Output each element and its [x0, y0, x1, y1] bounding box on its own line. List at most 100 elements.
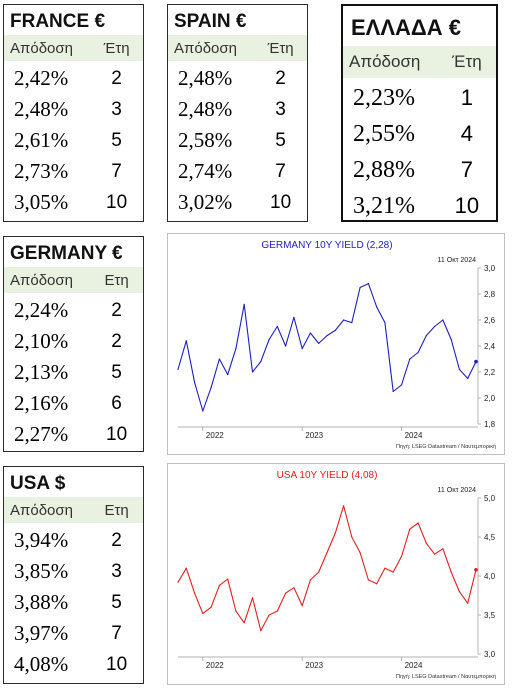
table-title: FRANCE €: [10, 11, 106, 32]
usa-yield-chart: USA 10Y YIELD (4,08) 11 Οκτ 2024 5,0 4,5 4,0…: [167, 463, 505, 685]
data-point: [202, 612, 204, 615]
header-yield: Απόδοση: [10, 39, 73, 57]
data-point: [384, 567, 386, 569]
chart-svg: USA 10Y YIELD (4,08) 11 Οκτ 2024 5,0 4,5 4,0…: [177, 470, 496, 680]
data-point: [392, 571, 394, 573]
x-tick-label: 2022: [206, 431, 224, 440]
data-point: [235, 348, 237, 350]
data-point: [210, 387, 212, 389]
header-yield: Απόδοση: [10, 501, 73, 519]
data-point: [376, 583, 378, 585]
data-point: [342, 319, 345, 321]
table-row: 2,24% 2: [4, 295, 143, 326]
header-years: Έτη: [452, 52, 482, 71]
maturity-years: 2: [275, 67, 286, 89]
data-point: [210, 606, 212, 608]
yield-value: 2,48%: [14, 97, 69, 121]
data-point: [301, 605, 303, 607]
data-point: [392, 390, 394, 393]
data-point: [185, 340, 187, 342]
data-point: [251, 597, 254, 599]
data-point: [417, 351, 419, 354]
maturity-years: 7: [111, 622, 122, 644]
table-row: 2,23% 1: [343, 80, 496, 116]
data-point: [235, 610, 237, 612]
x-tick-label: 2023: [305, 431, 323, 440]
yield-value: 3,94%: [14, 528, 69, 552]
x-tick-label: 2023: [305, 661, 323, 670]
yield-value: 2,23%: [353, 84, 415, 111]
data-point: [301, 348, 303, 350]
data-point: [177, 581, 179, 583]
data-point: [367, 579, 369, 581]
data-point: [218, 584, 220, 586]
data-point: [425, 335, 427, 337]
table-header: Απόδοση Ετη: [4, 267, 143, 293]
chart-title: GERMANY 10Y YIELD (2,28): [261, 240, 392, 251]
germany-yield-chart: GERMANY 10Y YIELD (2,28) 11 Οκτ 2024 3,0 2,…: [167, 233, 505, 455]
data-point: [467, 602, 469, 604]
maturity-years: 10: [270, 191, 292, 213]
data-point: [243, 303, 245, 305]
data-point: [334, 329, 336, 331]
header-years: Έτη: [103, 39, 130, 57]
table-row: 3,94% 2: [4, 525, 143, 556]
table-row: 3,05% 10: [4, 187, 143, 218]
chart-date-label: 11 Οκτ 2024: [438, 487, 477, 494]
y-tick-label: 2,2: [484, 368, 496, 377]
yield-value: 2,24%: [14, 298, 69, 322]
yield-value: 3,21%: [353, 192, 415, 219]
last-value-marker: [474, 567, 478, 572]
table-row: 4,08% 10: [4, 649, 143, 680]
maturity-years: 2: [111, 67, 122, 89]
usa-yield-table: USA $ Απόδοση Ετη 3,94% 2 3,85% 3 3,88% 5 3,97…: [3, 466, 144, 684]
chart-source: Πηγή: LSEG Datastream / Ναυτεμπορική: [396, 673, 496, 680]
table-row: 2,16% 6: [4, 388, 143, 419]
data-point: [218, 358, 220, 360]
data-point: [458, 591, 461, 593]
data-point: [467, 377, 469, 380]
header-years: Ετη: [104, 271, 129, 289]
chart-title: USA 10Y YIELD (4,08): [277, 470, 378, 481]
header-yield: Απόδοση: [174, 39, 237, 57]
maturity-years: 2: [111, 299, 122, 321]
table-header: Απόδοση Έτη: [343, 46, 496, 78]
yield-value: 2,73%: [14, 159, 69, 183]
table-header: Απόδοση Έτη: [4, 35, 143, 61]
yield-value: 3,88%: [14, 590, 69, 614]
data-point: [434, 325, 436, 328]
spain-yield-table: SPAIN € Απόδοση Έτη 2,48% 2 2,48% 3 2,58% 5 2,…: [167, 4, 308, 222]
maturity-years: 10: [106, 653, 128, 675]
table-row: 2,58% 5: [168, 125, 307, 156]
maturity-years: 5: [111, 591, 122, 613]
maturity-years: 2: [111, 529, 122, 551]
maturity-years: 10: [106, 423, 128, 445]
yield-value: 3,85%: [14, 559, 69, 583]
header-years: Ετη: [104, 501, 129, 519]
maturity-years: 10: [106, 191, 128, 213]
data-point: [400, 555, 403, 558]
data-point: [442, 548, 444, 550]
yield-value: 2,55%: [353, 120, 415, 147]
yield-value: 2,48%: [178, 66, 233, 90]
yield-value: 3,05%: [14, 190, 69, 214]
data-point: [425, 542, 427, 544]
table-title: SPAIN €: [174, 11, 247, 32]
table-row: 2,27% 10: [4, 419, 143, 450]
x-tick-label: 2024: [405, 661, 423, 670]
maturity-years: 4: [460, 121, 474, 146]
y-tick-label: 2,8: [484, 290, 496, 299]
table-row: 2,74% 7: [168, 156, 307, 187]
series-line: [177, 283, 477, 412]
table-row: 3,02% 10: [168, 187, 307, 218]
yield-value: 4,08%: [14, 652, 69, 676]
maturity-years: 5: [275, 129, 286, 151]
data-point: [326, 552, 328, 554]
y-tick-label: 4,5: [484, 533, 496, 542]
data-point: [193, 592, 196, 594]
data-point: [251, 371, 254, 373]
france-yield-table: FRANCE € Απόδοση Έτη 2,42% 2 2,48% 3 2,61% 5 2…: [3, 4, 144, 222]
y-tick-label: 3,0: [484, 264, 496, 273]
data-point: [268, 338, 270, 341]
data-point: [318, 571, 320, 573]
